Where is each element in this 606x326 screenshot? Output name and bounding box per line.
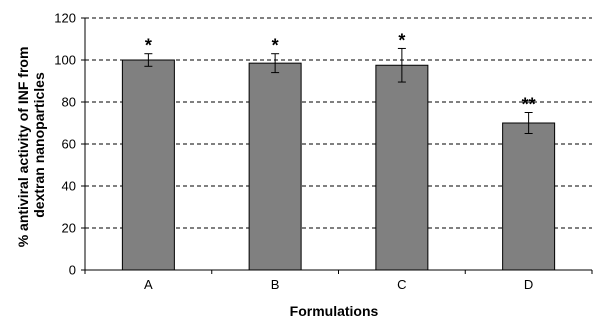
bar-C — [375, 64, 429, 271]
y-tick-label-60: 60 — [62, 137, 76, 152]
error-bars — [144, 47, 533, 134]
significance-marker-B: * — [272, 36, 279, 56]
y-tick-label-80: 80 — [62, 95, 76, 110]
significance-marker-C: * — [398, 30, 405, 50]
y-axis-title: % antiviral activity of INF from dextran… — [15, 43, 47, 248]
bar-D — [502, 122, 556, 271]
axes — [81, 17, 593, 274]
x-tick-label-C: C — [397, 277, 406, 292]
y-tick-label-20: 20 — [62, 221, 76, 236]
y-axis-title-line-1: % antiviral activity of INF from — [15, 47, 31, 248]
bars — [121, 59, 556, 271]
significance-marker-D: ** — [522, 95, 536, 115]
x-axis-title: Formulations — [290, 303, 379, 319]
x-tick-label-B: B — [271, 277, 280, 292]
y-tick-label-100: 100 — [54, 53, 76, 68]
x-tick-label-D: D — [524, 277, 533, 292]
y-tick-labels: 0 20 40 60 80 100 120 — [54, 11, 76, 278]
bar-B — [248, 62, 302, 271]
y-axis-title-line-2: dextran nanoparticles — [31, 72, 47, 218]
bar-A — [121, 59, 175, 271]
significance-marker-A: * — [145, 36, 152, 56]
x-tick-label-A: A — [144, 277, 153, 292]
significance-markers: * * *** — [145, 30, 536, 114]
y-tick-label-120: 120 — [54, 11, 76, 26]
y-tick-label-40: 40 — [62, 179, 76, 194]
x-tick-labels: A B C D — [144, 277, 533, 292]
y-tick-label-0: 0 — [69, 263, 76, 278]
